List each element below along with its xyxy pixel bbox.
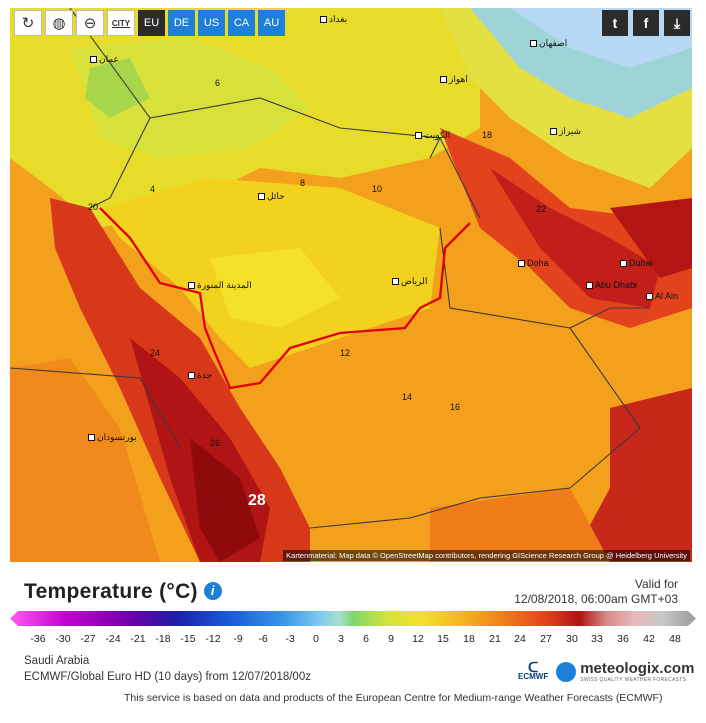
scale-tick: -15 xyxy=(180,633,196,645)
city-label: المدينة المنورة xyxy=(188,280,252,291)
ecmwf-mark-icon: ᑕ xyxy=(527,658,539,675)
valid-datetime: 12/08/2018, 06:00am GMT+03 xyxy=(514,592,678,606)
city-label: بورتسودان xyxy=(88,432,137,443)
scale-tick: -18 xyxy=(155,633,171,645)
scale-tick: 15 xyxy=(437,633,449,645)
refresh-icon[interactable]: ↻ xyxy=(14,10,42,36)
meteologix-mark-icon xyxy=(556,661,577,682)
scale-tick: 48 xyxy=(669,633,681,645)
scale-tick: 21 xyxy=(489,633,501,645)
temp-label: 18 xyxy=(482,130,493,140)
city-label: Abu Dhabi xyxy=(586,280,637,290)
temp-label: 16 xyxy=(450,402,461,412)
temp-label: 22 xyxy=(536,204,547,214)
scale-tick: 33 xyxy=(591,633,603,645)
zoom-out-icon[interactable]: ⊖ xyxy=(76,10,104,36)
scale-tick: -27 xyxy=(80,633,96,645)
meteologix-logo[interactable]: meteologix.com SWISS QUALITY WEATHER FOR… xyxy=(556,660,694,683)
scale-tick: 9 xyxy=(388,633,394,645)
temp-label: 14 xyxy=(402,392,413,402)
region-button-eu[interactable]: EU xyxy=(138,10,165,36)
scale-tick: -9 xyxy=(233,633,243,645)
scale-tick: 24 xyxy=(514,633,526,645)
info-icon[interactable]: i xyxy=(203,582,222,600)
temperature-map[interactable]: 28 بغداد اصفهان عمان الكويت حائل المدينة… xyxy=(10,8,692,562)
scale-tick: -12 xyxy=(205,633,221,645)
city-label: الرياض xyxy=(392,276,427,287)
footer-note: This service is based on data and produc… xyxy=(124,692,663,704)
ecmwf-logo[interactable]: ᑕ ECMWF xyxy=(518,658,549,682)
scale-tick: 3 xyxy=(338,633,344,645)
region-name: Saudi Arabia xyxy=(24,655,90,667)
color-scale-bar xyxy=(10,611,696,626)
valid-time: Valid for 12/08/2018, 06:00am GMT+03 xyxy=(514,577,678,607)
globe-icon[interactable]: ◍ xyxy=(45,10,73,36)
legend-title-text: Temperature (°C) xyxy=(24,580,198,603)
scale-tick: 0 xyxy=(313,633,319,645)
map-toolbar: ↻ ◍ ⊖ CITY EU DE US CA AU xyxy=(14,10,285,36)
facebook-icon[interactable]: f xyxy=(633,10,659,36)
forecast-meta: Saudi Arabia ECMWF/Global Euro HD (10 da… xyxy=(24,653,311,685)
valid-label: Valid for xyxy=(634,577,678,591)
city-label: شيراز xyxy=(550,126,581,137)
city-label: Dubai xyxy=(620,258,653,268)
scale-tick: 36 xyxy=(617,633,629,645)
scale-tick: 42 xyxy=(643,633,655,645)
scale-tick: 30 xyxy=(566,633,578,645)
scale-tick: -3 xyxy=(285,633,295,645)
hotspot-value: 28 xyxy=(248,492,266,509)
scale-tick: 27 xyxy=(540,633,552,645)
temp-label: 26 xyxy=(210,438,221,448)
temp-label: 6 xyxy=(215,78,221,88)
share-toolbar: t f ⤓ xyxy=(602,10,690,36)
city-label: Al Ain xyxy=(646,291,678,301)
city-label: اهواز xyxy=(440,74,468,85)
logos: ᑕ ECMWF meteologix.com SWISS QUALITY WEA… xyxy=(518,658,694,684)
ecmwf-logo-text: ECMWF xyxy=(518,671,549,681)
city-label: الكويت xyxy=(415,130,450,141)
scale-tick: -24 xyxy=(105,633,121,645)
city-label: حائل xyxy=(258,191,285,202)
city-label: Doha xyxy=(518,258,549,268)
city-label: جدة xyxy=(188,370,212,381)
region-button-ca[interactable]: CA xyxy=(228,10,255,36)
scale-tick: 12 xyxy=(412,633,424,645)
scale-ticks: -36 -30 -27 -24 -21 -18 -15 -12 -9 -6 -3… xyxy=(0,633,706,647)
meteologix-tagline: SWISS QUALITY WEATHER FORECASTS xyxy=(580,677,687,683)
scale-tick: 6 xyxy=(363,633,369,645)
temp-label: 10 xyxy=(372,184,383,194)
temp-label: 4 xyxy=(150,184,156,194)
scale-tick: -6 xyxy=(258,633,268,645)
region-button-us[interactable]: US xyxy=(198,10,225,36)
temp-label: 12 xyxy=(340,348,351,358)
scale-tick: -36 xyxy=(30,633,46,645)
meteologix-logo-text: meteologix.com xyxy=(580,660,695,677)
city-label: عمان xyxy=(90,54,119,65)
city-label: بغداد xyxy=(320,14,347,25)
temp-label: 24 xyxy=(150,348,161,358)
temp-label: 20 xyxy=(88,202,99,212)
map-attribution: Kartenmaterial: Map data © OpenStreetMap… xyxy=(283,550,690,561)
region-button-au[interactable]: AU xyxy=(258,10,285,36)
region-button-de[interactable]: DE xyxy=(168,10,195,36)
map-canvas xyxy=(10,8,692,562)
download-icon[interactable]: ⤓ xyxy=(664,10,690,36)
legend-title: Temperature (°C) i xyxy=(24,580,222,604)
scale-tick: -30 xyxy=(55,633,71,645)
city-toggle-button[interactable]: CITY xyxy=(107,10,135,36)
city-label: اصفهان xyxy=(530,38,567,49)
model-run: ECMWF/Global Euro HD (10 days) from 12/0… xyxy=(24,671,311,683)
scale-tick: 18 xyxy=(463,633,475,645)
twitter-icon[interactable]: t xyxy=(602,10,628,36)
temp-label: 8 xyxy=(300,178,306,188)
scale-tick: -21 xyxy=(130,633,146,645)
